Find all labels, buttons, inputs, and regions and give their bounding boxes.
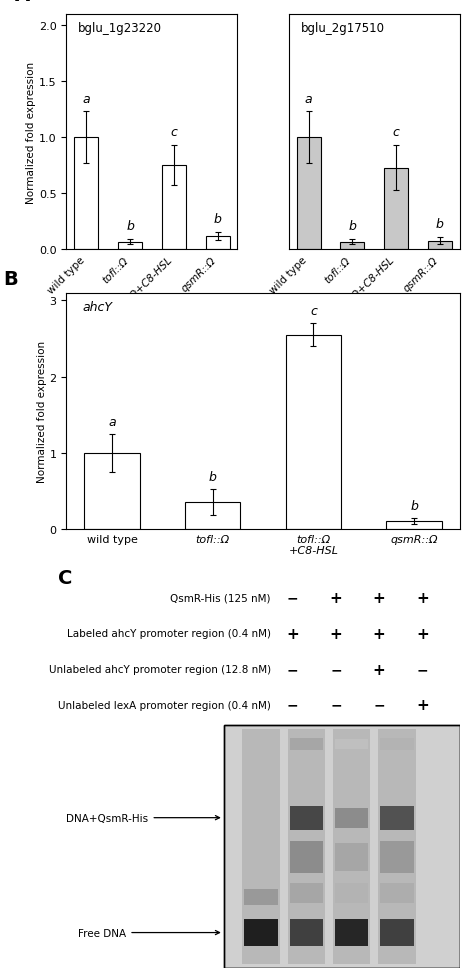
Text: +: +: [373, 591, 385, 605]
Text: +: +: [373, 626, 385, 642]
Text: ahcY: ahcY: [82, 300, 112, 314]
Bar: [340, 243, 365, 250]
Text: +: +: [329, 591, 342, 605]
Text: −: −: [287, 592, 299, 605]
Text: b: b: [436, 218, 444, 231]
Text: +: +: [416, 697, 429, 713]
Bar: [290, 806, 323, 829]
Bar: [380, 842, 413, 873]
Text: b: b: [209, 470, 217, 483]
Text: QsmR-His (125 nM): QsmR-His (125 nM): [171, 594, 271, 603]
Text: b: b: [214, 213, 221, 226]
Text: −: −: [287, 662, 299, 677]
Text: b: b: [126, 220, 134, 233]
Bar: [84, 453, 140, 529]
Text: +: +: [286, 626, 299, 642]
Bar: [335, 918, 368, 947]
Text: b: b: [410, 500, 418, 512]
Bar: [288, 729, 325, 964]
Text: a: a: [108, 415, 116, 428]
Bar: [380, 738, 413, 750]
Bar: [224, 725, 460, 968]
Bar: [245, 918, 278, 947]
Text: −: −: [330, 662, 342, 677]
Bar: [335, 739, 368, 749]
Bar: [74, 138, 98, 250]
Bar: [380, 806, 413, 829]
Text: a: a: [305, 93, 312, 106]
Text: −: −: [330, 698, 342, 712]
Text: +: +: [416, 626, 429, 642]
Bar: [290, 883, 323, 903]
Bar: [428, 242, 452, 250]
Bar: [290, 738, 323, 750]
Bar: [380, 918, 413, 947]
Bar: [380, 883, 413, 903]
Bar: [245, 889, 278, 905]
Text: C: C: [58, 568, 73, 588]
Bar: [335, 883, 368, 903]
Text: b: b: [348, 220, 356, 233]
Bar: [335, 808, 368, 827]
Y-axis label: Normalized fold expression: Normalized fold expression: [26, 62, 36, 203]
Text: B: B: [3, 270, 18, 289]
Text: bglu_1g23220: bglu_1g23220: [78, 22, 162, 35]
Text: Labeled ahcY promoter region (0.4 nM): Labeled ahcY promoter region (0.4 nM): [67, 629, 271, 639]
Bar: [290, 918, 323, 947]
Text: +: +: [329, 626, 342, 642]
Text: +: +: [416, 591, 429, 605]
Text: A: A: [15, 0, 30, 6]
Text: −: −: [417, 662, 428, 677]
Bar: [206, 237, 229, 250]
Text: a: a: [82, 93, 90, 106]
Text: c: c: [393, 126, 400, 139]
Bar: [286, 335, 341, 529]
Text: DNA+QsmR-His: DNA+QsmR-His: [66, 813, 219, 822]
Text: Unlabeled lexA promoter region (0.4 nM): Unlabeled lexA promoter region (0.4 nM): [58, 700, 271, 710]
Bar: [290, 842, 323, 873]
Text: +: +: [373, 662, 385, 677]
Bar: [162, 166, 186, 250]
Text: c: c: [170, 126, 177, 139]
Bar: [224, 725, 460, 968]
Text: c: c: [310, 305, 317, 318]
Bar: [118, 243, 142, 250]
Bar: [185, 503, 240, 529]
Bar: [386, 521, 442, 529]
Bar: [378, 729, 416, 964]
Bar: [297, 138, 320, 250]
Bar: [384, 168, 408, 250]
Y-axis label: Normalized fold expression: Normalized fold expression: [36, 340, 47, 482]
Text: −: −: [374, 698, 385, 712]
Text: Unlabeled ahcY promoter region (12.8 nM): Unlabeled ahcY promoter region (12.8 nM): [49, 664, 271, 675]
Bar: [333, 729, 370, 964]
Text: −: −: [287, 698, 299, 712]
Bar: [335, 844, 368, 871]
Bar: [242, 729, 280, 964]
Text: bglu_2g17510: bglu_2g17510: [301, 22, 385, 35]
Text: Free DNA: Free DNA: [78, 927, 219, 938]
